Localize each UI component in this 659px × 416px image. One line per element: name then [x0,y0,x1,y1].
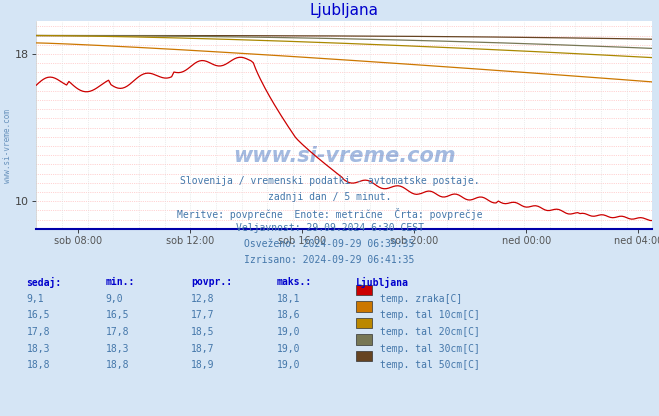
Text: www.si-vreme.com: www.si-vreme.com [233,146,455,166]
Text: 18,6: 18,6 [277,310,301,320]
Text: 18,9: 18,9 [191,360,215,370]
Text: 17,8: 17,8 [26,327,50,337]
Text: temp. zraka[C]: temp. zraka[C] [380,294,463,304]
Text: sedaj:: sedaj: [26,277,61,288]
Text: Veljavnost: 29.09.2024 6:30 CEST: Veljavnost: 29.09.2024 6:30 CEST [235,223,424,233]
Text: Izrisano: 2024-09-29 06:41:35: Izrisano: 2024-09-29 06:41:35 [244,255,415,265]
Text: Osveženo: 2024-09-29 06:39:35: Osveženo: 2024-09-29 06:39:35 [244,239,415,249]
Text: temp. tal 50cm[C]: temp. tal 50cm[C] [380,360,480,370]
Text: temp. tal 30cm[C]: temp. tal 30cm[C] [380,344,480,354]
Text: 18,3: 18,3 [26,344,50,354]
Text: min.:: min.: [105,277,135,287]
Text: 16,5: 16,5 [26,310,50,320]
Text: www.si-vreme.com: www.si-vreme.com [3,109,13,183]
Text: 19,0: 19,0 [277,360,301,370]
Text: temp. tal 20cm[C]: temp. tal 20cm[C] [380,327,480,337]
Text: zadnji dan / 5 minut.: zadnji dan / 5 minut. [268,192,391,202]
Text: 16,5: 16,5 [105,310,129,320]
Text: 9,0: 9,0 [105,294,123,304]
Text: 18,3: 18,3 [105,344,129,354]
Text: 18,8: 18,8 [105,360,129,370]
Title: Ljubljana: Ljubljana [310,3,379,18]
Text: 19,0: 19,0 [277,344,301,354]
Text: 12,8: 12,8 [191,294,215,304]
Text: 18,5: 18,5 [191,327,215,337]
Text: 18,7: 18,7 [191,344,215,354]
Text: 17,7: 17,7 [191,310,215,320]
Text: maks.:: maks.: [277,277,312,287]
Text: 18,8: 18,8 [26,360,50,370]
Text: Slovenija / vremenski podatki - avtomatske postaje.: Slovenija / vremenski podatki - avtomats… [180,176,479,186]
Text: 19,0: 19,0 [277,327,301,337]
Text: 9,1: 9,1 [26,294,44,304]
Text: Meritve: povprečne  Enote: metrične  Črta: povprečje: Meritve: povprečne Enote: metrične Črta:… [177,208,482,220]
Text: Ljubljana: Ljubljana [356,277,409,288]
Text: temp. tal 10cm[C]: temp. tal 10cm[C] [380,310,480,320]
Text: 18,1: 18,1 [277,294,301,304]
Text: povpr.:: povpr.: [191,277,232,287]
Text: 17,8: 17,8 [105,327,129,337]
